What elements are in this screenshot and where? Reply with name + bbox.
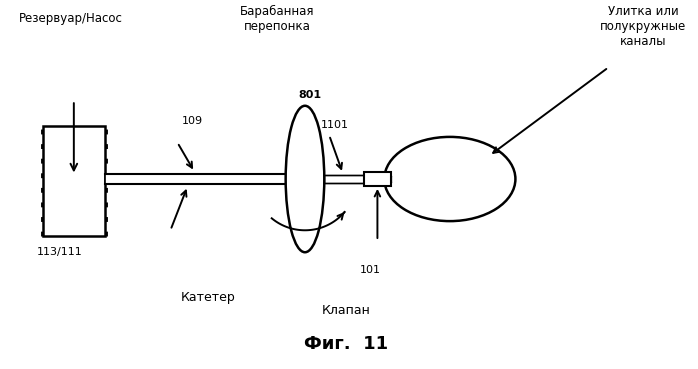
- Ellipse shape: [285, 106, 325, 252]
- Bar: [364, 172, 390, 186]
- Text: Фиг.  11: Фиг. 11: [304, 335, 388, 353]
- Text: 1101: 1101: [321, 120, 349, 130]
- Text: Клапан: Клапан: [322, 304, 371, 317]
- Text: 801: 801: [298, 90, 321, 100]
- Text: Резервуар/Насос: Резервуар/Насос: [18, 13, 122, 25]
- Ellipse shape: [385, 137, 515, 221]
- Text: Катетер: Катетер: [181, 291, 236, 304]
- Text: 109: 109: [182, 116, 203, 126]
- Bar: [385, 176, 390, 182]
- Bar: [43, 126, 105, 236]
- Bar: [325, 175, 371, 183]
- Bar: [105, 174, 285, 184]
- Text: 113/111: 113/111: [37, 247, 83, 257]
- Text: Улитка или
полукружные
каналы: Улитка или полукружные каналы: [600, 5, 686, 48]
- Text: Барабанная
перепонка: Барабанная перепонка: [240, 5, 315, 33]
- Text: 101: 101: [360, 265, 381, 275]
